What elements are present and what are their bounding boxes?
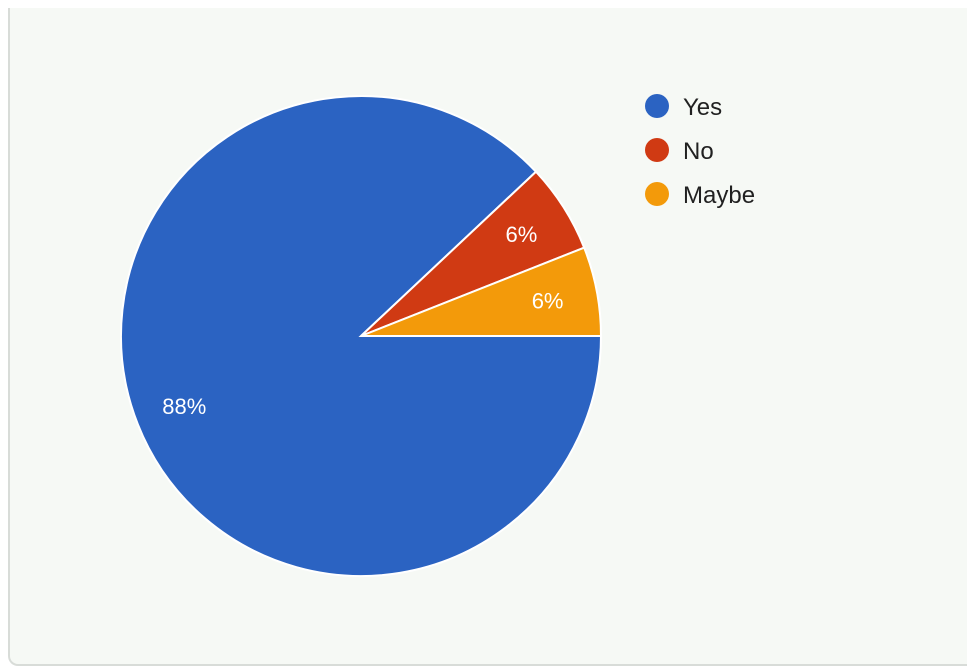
pie-slices bbox=[120, 95, 603, 577]
legend-swatch-no bbox=[645, 138, 669, 162]
slice-label-maybe: 6% bbox=[532, 288, 564, 313]
legend-label-maybe[interactable]: Maybe bbox=[683, 182, 755, 209]
slice-label-yes: 88% bbox=[162, 394, 206, 419]
slice-labels: 88% 6% 6% bbox=[162, 222, 563, 419]
legend-swatch-yes bbox=[645, 94, 669, 118]
legend: Yes No Maybe bbox=[645, 94, 755, 209]
legend-label-no[interactable]: No bbox=[683, 138, 714, 165]
legend-swatch-maybe bbox=[645, 182, 669, 206]
pie-slice-maybe[interactable] bbox=[360, 246, 603, 337]
slice-label-no: 6% bbox=[506, 222, 538, 247]
legend-label-yes[interactable]: Yes bbox=[683, 94, 722, 121]
